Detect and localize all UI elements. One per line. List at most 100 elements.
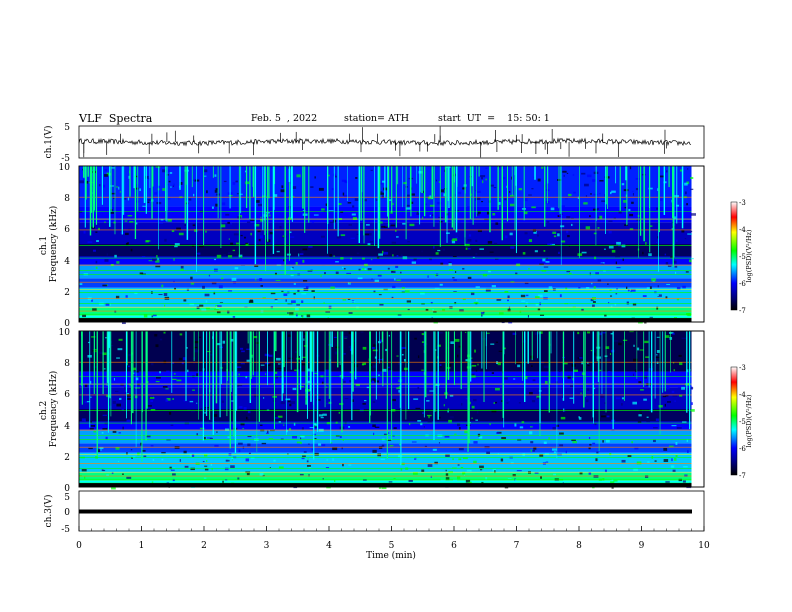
spectrogram-cell: [571, 217, 574, 219]
spectrogram-cell: [126, 451, 128, 455]
spectrogram-cell: [296, 357, 302, 360]
spectrogram-cell: [149, 395, 155, 398]
spectrogram-cell: [435, 179, 438, 182]
spectrogram-cell: [672, 332, 675, 335]
spectrogram-cell: [279, 225, 282, 229]
spectrogram-cell: [196, 433, 198, 436]
spectrogram-cell: [406, 204, 411, 207]
spectrogram-cell: [491, 409, 497, 413]
spectrogram-cell: [332, 458, 334, 461]
spectrogram-cell: [372, 365, 376, 368]
spectrogram-cell: [513, 378, 516, 380]
spectrogram-cell: [205, 307, 210, 310]
spectrogram-cell: [334, 480, 336, 482]
spectrogram-cell: [577, 357, 580, 360]
spectrogram-cell: [196, 373, 199, 377]
spectrogram-cell: [249, 299, 253, 302]
spectrogram-cell: [321, 208, 325, 211]
spectrogram-cell: [305, 286, 309, 289]
spectrogram-cell: [374, 426, 380, 428]
spectrogram-cell: [394, 278, 396, 281]
spectrogram-cell: [481, 201, 484, 203]
spectrogram-cell: [592, 208, 598, 211]
spectrogram-cell: [687, 168, 689, 170]
spectrogram-cell: [377, 358, 383, 361]
spectrogram-cell: [109, 212, 115, 214]
spectrogram-cell: [570, 385, 574, 388]
spectrogram-cell: [652, 280, 655, 282]
spectrogram-cell: [109, 303, 111, 306]
spectrogram-cell: [407, 241, 410, 243]
spectrogram-cell: [566, 230, 569, 234]
spectrogram-cell: [424, 203, 428, 206]
chart-title: VLF Spectra: [79, 112, 153, 125]
spectrogram-cell: [79, 180, 85, 184]
spectrogram-cell: [557, 233, 560, 237]
spectrogram-cell: [663, 459, 669, 462]
spectrogram-band: [79, 256, 692, 266]
spectrogram-cell: [135, 184, 139, 188]
spectrogram-cell: [111, 167, 115, 169]
spectrogram-cell: [184, 224, 186, 226]
spectrogram-cell: [104, 221, 106, 223]
spectrogram-cell: [372, 449, 377, 453]
spectrogram-cell: [445, 469, 447, 472]
spectrogram-cell: [204, 411, 206, 414]
spectrogram-cell: [391, 241, 397, 244]
spectrogram-cell: [396, 254, 399, 258]
spectrogram-cell: [644, 340, 649, 344]
spectrogram-cell: [543, 266, 549, 268]
spectrogram-cell: [248, 452, 251, 455]
spectrogram-cell: [98, 302, 104, 306]
spectrogram-cell: [388, 334, 390, 337]
spectrogram-cell: [301, 293, 307, 295]
spectrogram-cell: [257, 230, 261, 233]
spectrogram-cell: [662, 395, 667, 398]
spectrogram-cell: [550, 207, 555, 211]
spectrogram-cell: [289, 236, 295, 238]
spectrogram-cell: [589, 272, 591, 276]
spectrogram-cell: [618, 210, 622, 214]
spectrogram-cell: [302, 248, 308, 251]
spectrogram-cell: [489, 423, 491, 426]
spectrogram-cell: [135, 377, 139, 381]
spectrogram-cell: [597, 227, 600, 229]
spectrogram-cell: [79, 210, 83, 213]
spectrogram-cell: [155, 166, 161, 168]
spectrogram-cell: [533, 446, 537, 450]
spectrogram-cell: [671, 390, 675, 393]
spectrogram-cell: [676, 204, 680, 207]
spectrogram-cell: [585, 287, 590, 289]
spectrogram-cell: [516, 470, 522, 472]
spectrogram-cell: [475, 369, 478, 372]
spectrogram-cell: [340, 211, 344, 213]
spectrogram-cell: [130, 449, 133, 451]
spectrogram-cell: [322, 413, 327, 416]
spectrogram-cell: [440, 366, 442, 368]
spectrogram-cell: [519, 426, 524, 429]
spectrogram-cell: [673, 369, 675, 372]
spectrogram-cell: [447, 363, 452, 367]
spectrogram-cell: [578, 357, 583, 359]
spectrogram-cell: [278, 421, 281, 423]
spectrogram-cell: [475, 239, 478, 242]
spectrogram-cell: [102, 428, 108, 431]
spectrogram-cell: [335, 271, 339, 275]
spectrogram-cell: [611, 479, 614, 482]
spectrogram-cell: [614, 303, 617, 306]
spectrogram-cell: [642, 251, 644, 255]
spectrogram-cell: [274, 417, 279, 419]
spectrogram-cell: [691, 409, 695, 412]
spectrogram-cell: [381, 486, 387, 490]
spectrogram-cell: [537, 308, 541, 311]
spectrogram-cell: [583, 202, 588, 205]
spectrogram-cell: [191, 213, 196, 216]
spectrogram-cell: [134, 387, 140, 389]
spectrogram-cell: [639, 349, 644, 351]
spectrogram-cell: [656, 207, 659, 210]
spectrogram-cell: [463, 474, 466, 476]
spectrogram-cell: [685, 271, 689, 273]
spectrogram-cell: [460, 466, 464, 469]
spectrogram-cell: [411, 193, 415, 196]
spectrogram-cell: [447, 410, 449, 413]
